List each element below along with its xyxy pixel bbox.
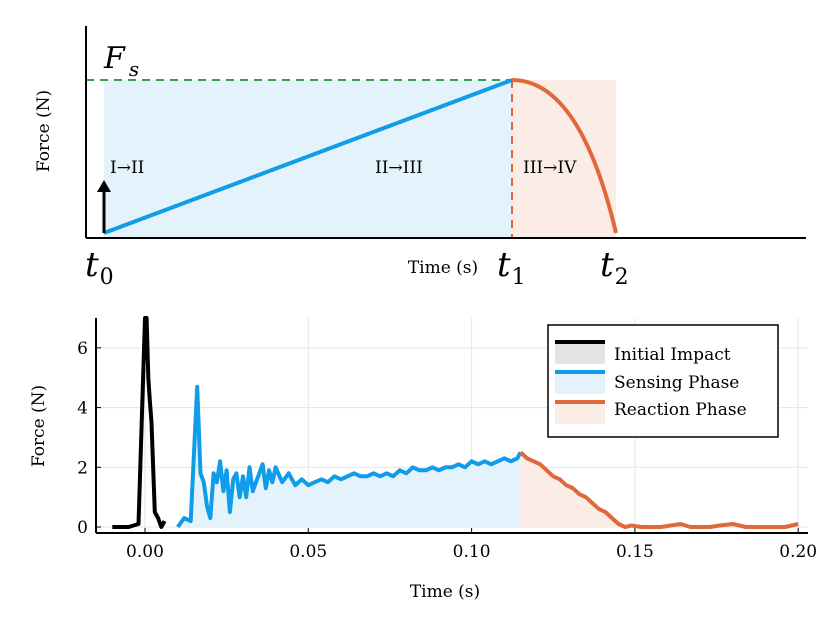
annotation-i-ii: I→II xyxy=(110,158,144,178)
reaction-phase-line xyxy=(519,450,799,529)
initial-impact-line xyxy=(112,316,167,529)
x-tick-label: 0.00 xyxy=(126,542,164,562)
sensing-phase-area xyxy=(177,386,521,528)
impulse-arrow-head xyxy=(97,180,111,192)
top-ylabel: Force (N) xyxy=(34,90,54,172)
x-tick-label: 0.05 xyxy=(289,542,327,562)
annotation-iii-iv: III→IV xyxy=(523,158,577,178)
annotation-ii-iii: II→III xyxy=(375,158,423,178)
tick-label-t2: t2 xyxy=(600,245,629,290)
reaction-decay-curve xyxy=(511,78,618,234)
y-tick-label: 0 xyxy=(77,518,88,538)
x-tick-label: 0.10 xyxy=(453,542,491,562)
x-tick-label: 0.15 xyxy=(616,542,654,562)
y-tick-label: 6 xyxy=(77,339,88,359)
legend-swatch-initial-impact-fill xyxy=(555,342,605,364)
bottom-xlabel: Time (s) xyxy=(410,582,480,602)
tick-label-t0: t0 xyxy=(85,245,114,290)
legend-label-sensing-phase: Sensing Phase xyxy=(614,373,739,393)
legend: Initial Impact Sensing Phase Reaction Ph… xyxy=(547,324,779,438)
legend-swatch-sensing-phase-fill xyxy=(555,372,605,394)
reaction-phase-area xyxy=(520,452,799,528)
bottom-y-ticks: 0 2 4 6 xyxy=(77,339,101,538)
bottom-panel: 0.00 0.05 0.10 0.15 0.20 0 2 4 6 Force (N) Time… xyxy=(29,316,817,602)
tick-label-t1: t1 xyxy=(497,245,526,290)
y-tick-label: 2 xyxy=(77,458,88,478)
sensing-ramp-line xyxy=(103,78,513,235)
bottom-ylabel: Force (N) xyxy=(29,385,49,467)
legend-label-reaction-phase: Reaction Phase xyxy=(614,400,747,420)
y-tick-label: 4 xyxy=(77,399,88,419)
bottom-fills xyxy=(177,386,799,528)
legend-swatch-reaction-phase-fill xyxy=(555,402,605,424)
bottom-lines xyxy=(112,316,799,529)
legend-label-initial-impact: Initial Impact xyxy=(614,345,731,365)
bottom-x-ticks: 0.00 0.05 0.10 0.15 0.20 xyxy=(126,528,817,562)
sensing-phase-line xyxy=(176,384,523,529)
x-tick-label: 0.20 xyxy=(779,542,817,562)
top-xlabel: Time (s) xyxy=(408,258,478,278)
